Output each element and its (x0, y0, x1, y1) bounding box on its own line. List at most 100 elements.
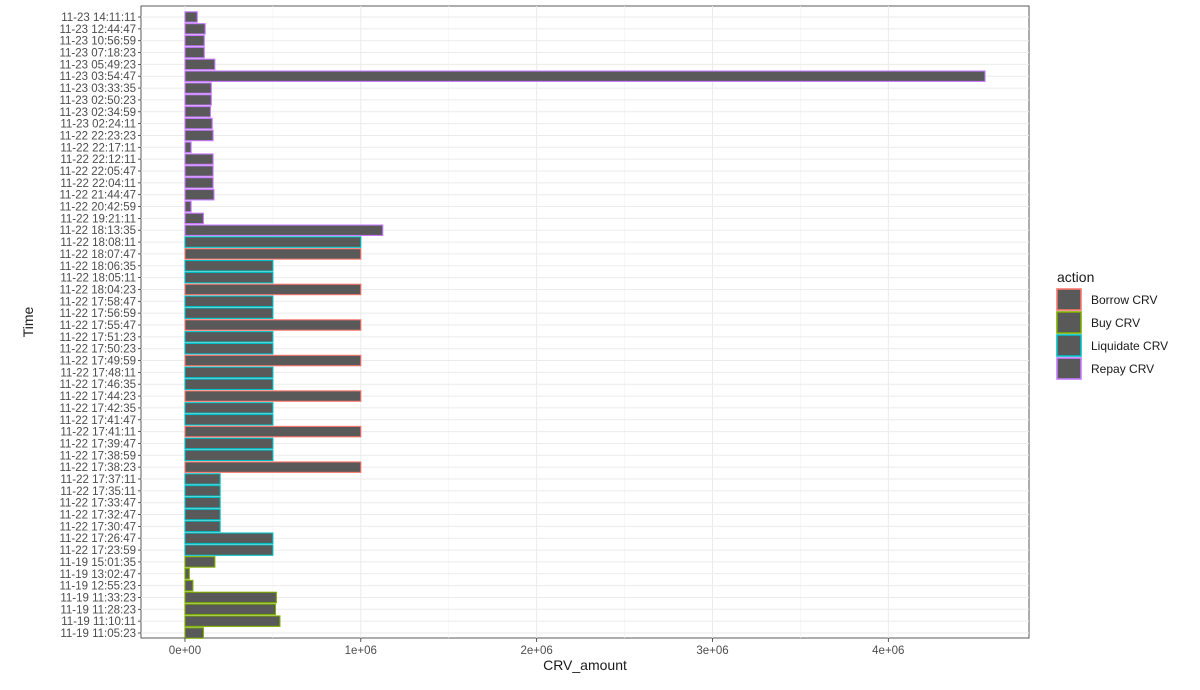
bar (184, 224, 384, 236)
bar (184, 23, 206, 35)
y-tick-label: 11-19 11:28:23 (60, 604, 136, 616)
x-tick-label: 2e+06 (520, 645, 552, 657)
bar (184, 342, 274, 355)
bar (184, 508, 221, 521)
y-tick-label: 11-22 18:04:23 (59, 284, 136, 296)
y-tick-label: 11-22 17:51:23 (59, 332, 136, 344)
y-tick-label: 11-22 17:55:47 (59, 320, 136, 332)
bar (184, 11, 198, 23)
bar (184, 177, 214, 189)
y-tick-label: 11-23 03:33:35 (59, 83, 136, 95)
y-tick-label: 11-22 17:38:59 (59, 450, 136, 462)
bar (184, 295, 274, 308)
bar (184, 153, 214, 165)
y-tick-label: 11-19 11:10:11 (61, 616, 136, 628)
bar (184, 34, 205, 47)
y-tick-label: 11-23 07:18:23 (59, 48, 136, 60)
bar (184, 200, 192, 213)
bar (184, 46, 205, 59)
bar (184, 117, 213, 130)
bar (184, 271, 274, 284)
y-tick-label: 11-23 05:49:23 (59, 59, 136, 71)
bars (184, 11, 986, 639)
y-tick-label: 11-22 22:04:11 (60, 178, 136, 190)
legend-title: action (1057, 269, 1094, 285)
bar (184, 106, 212, 118)
bar (184, 260, 274, 272)
legend-key-repay (1056, 357, 1082, 380)
bar (184, 188, 215, 201)
y-tick-label: 11-23 02:34:59 (59, 107, 136, 119)
bar (184, 579, 194, 592)
y-tick-label: 11-23 02:50:23 (59, 95, 136, 107)
y-tick-label: 11-22 21:44:47 (59, 190, 136, 202)
x-axis-ticks: 0e+00 1e+06 2e+06 3e+06 4e+06 (169, 638, 904, 657)
y-tick-label: 11-19 15:01:35 (59, 557, 136, 569)
y-tick-label: 11-23 03:54:47 (59, 71, 136, 83)
bar (184, 437, 274, 450)
y-tick-label: 11-22 17:46:35 (59, 379, 136, 391)
y-tick-label: 11-22 17:49:59 (59, 356, 136, 368)
bar (184, 378, 274, 390)
y-tick-label: 11-22 18:07:47 (59, 249, 136, 261)
y-tick-label: 11-22 17:30:47 (59, 521, 136, 533)
x-axis-title: CRV_amount (543, 657, 627, 673)
y-tick-label: 11-22 18:08:11 (60, 237, 136, 249)
bar (184, 58, 216, 71)
legend-label-liquidate: Liquidate CRV (1091, 339, 1168, 353)
y-tick-label: 11-22 17:50:23 (59, 344, 136, 356)
y-tick-label: 11-23 12:44:47 (59, 24, 136, 36)
bar (184, 402, 274, 414)
bar (184, 236, 362, 248)
bar (184, 485, 221, 497)
bar (184, 591, 277, 604)
y-tick-label: 11-22 17:37:11 (60, 474, 136, 486)
y-tick-label: 11-22 17:35:11 (60, 486, 136, 498)
bar (184, 82, 212, 94)
bar (184, 449, 274, 462)
x-tick-label: 1e+06 (345, 645, 377, 657)
y-tick-label: 11-22 17:38:23 (59, 462, 136, 474)
bar (184, 70, 986, 82)
y-tick-label: 11-22 17:48:11 (60, 367, 136, 379)
bar (184, 141, 192, 154)
y-tick-label: 11-23 14:11:11 (61, 12, 136, 24)
y-tick-label: 11-22 22:05:47 (59, 166, 136, 178)
legend: action Borrow CRV Buy CRV Liquidate CRV Rep… (1056, 269, 1168, 380)
y-tick-label: 11-22 17:44:23 (59, 391, 136, 403)
y-tick-label: 11-22 17:41:11 (60, 427, 136, 439)
bar (184, 307, 274, 319)
bar (184, 473, 221, 485)
y-tick-label: 11-23 02:24:11 (60, 119, 136, 131)
legend-key-liquidate (1056, 334, 1082, 357)
y-tick-label: 11-22 20:42:59 (59, 202, 136, 214)
bar (184, 615, 281, 627)
legend-key-borrow (1056, 288, 1082, 311)
y-tick-label: 11-22 18:05:11 (60, 273, 136, 285)
bar (184, 248, 362, 260)
bar (184, 212, 204, 225)
y-tick-label: 11-22 18:06:35 (59, 261, 136, 273)
legend-key-buy (1056, 311, 1082, 334)
x-tick-label: 3e+06 (696, 645, 728, 657)
y-tick-label: 11-19 11:05:23 (60, 628, 136, 640)
bar (184, 627, 204, 639)
bar (184, 544, 274, 556)
bar (184, 603, 277, 616)
bar (184, 414, 274, 426)
y-axis-title: Time (20, 306, 36, 337)
x-tick-label: 4e+06 (872, 645, 904, 657)
y-tick-label: 11-19 12:55:23 (59, 581, 136, 593)
y-tick-label: 11-22 22:23:23 (59, 130, 136, 142)
y-tick-label: 11-22 19:21:11 (60, 213, 136, 225)
bar (184, 331, 274, 343)
y-tick-label: 11-22 18:13:35 (59, 225, 136, 237)
y-tick-label: 11-22 17:41:47 (59, 415, 136, 427)
bar (184, 94, 212, 106)
y-tick-label: 11-22 17:26:47 (59, 533, 136, 545)
y-tick-label: 11-22 22:12:11 (60, 154, 136, 166)
y-tick-label: 11-22 22:17:11 (60, 142, 136, 154)
